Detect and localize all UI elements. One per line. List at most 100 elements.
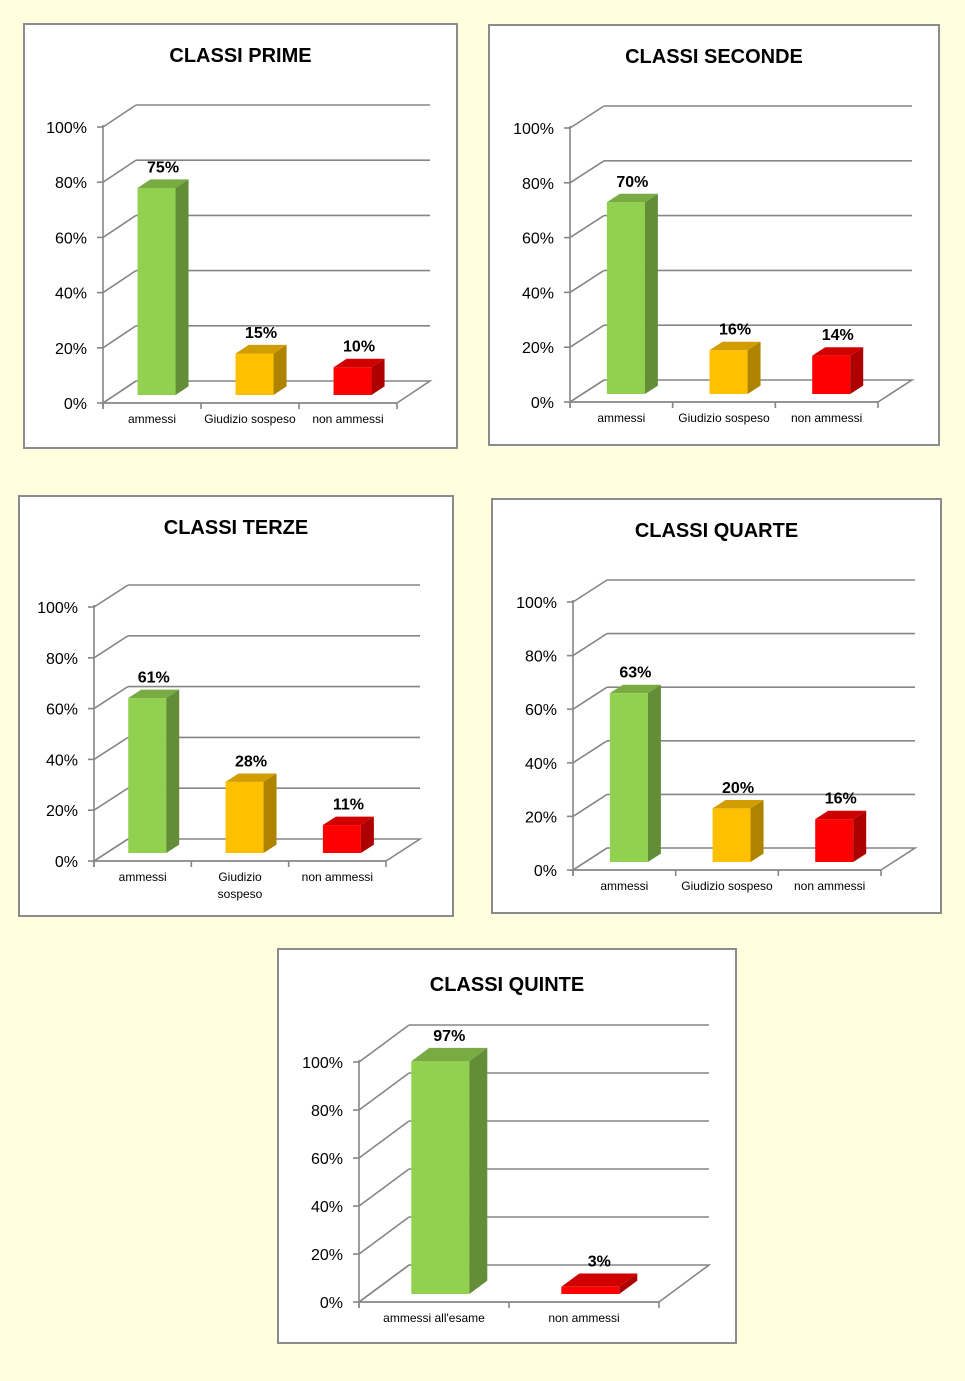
bar-front (709, 350, 748, 394)
bar-front (411, 1061, 470, 1294)
y-tick-label: 40% (55, 286, 87, 303)
data-label: 15% (245, 325, 277, 342)
gridline-side (102, 325, 137, 349)
gridline-side (93, 736, 129, 761)
bar-front (561, 1286, 620, 1294)
chart-panel-quinte: CLASSI QUINTE 0% 20% 40% 60% 80% 100% 97% ammes… (277, 948, 737, 1344)
y-tick-label: 0% (531, 395, 554, 412)
bar-1 (128, 689, 180, 853)
gridline-side (93, 685, 129, 710)
bar-top (712, 799, 764, 809)
y-tick-label: 100% (516, 595, 557, 612)
data-label: 16% (719, 322, 751, 339)
bar-top (333, 358, 385, 368)
y-tick-label: 100% (37, 600, 78, 617)
y-tick-label: 60% (522, 231, 554, 248)
bar-side (850, 347, 864, 394)
x-category-label: ammessi (128, 412, 176, 426)
bar-3 (812, 347, 864, 394)
chart-quinte: 0% 20% 40% 60% 80% 100% 97% ammessi all'esame 3%… (302, 1024, 712, 1325)
y-tick-label: 0% (534, 863, 557, 880)
chart-panel-quarte: CLASSI QUARTE 0% 20% 40% 60% 80% 100% 63% ammes… (491, 498, 942, 914)
y-tick-label: 20% (55, 341, 87, 358)
bar-front (322, 825, 361, 853)
x-category-label: ammessi (600, 879, 648, 893)
bar-side (273, 344, 287, 395)
data-label: 14% (822, 327, 854, 344)
x-category-label: non ammessi (548, 1311, 619, 1325)
gridline-side (572, 686, 608, 710)
data-label: 97% (433, 1028, 465, 1045)
chart-seconde: 0% 20% 40% 60% 80% 100% 70% ammessi 16% Giudizio … (513, 105, 915, 425)
gridline-side (358, 1216, 410, 1255)
chart-panel-terze: CLASSI TERZE 0% 20% 40% 60% 80% 100% 61% ammess… (18, 495, 454, 917)
y-tick-label: 20% (311, 1247, 343, 1264)
data-label: 28% (235, 753, 267, 770)
bar-side (166, 689, 180, 853)
data-label: 61% (138, 670, 170, 687)
y-tick-label: 80% (525, 649, 557, 666)
y-tick-label: 40% (46, 752, 78, 769)
x-category-label: Giudizio sospeso (678, 411, 770, 425)
bar-side (644, 193, 658, 394)
gridline-side (572, 632, 608, 657)
x-category-label: ammessi all'esame (383, 1311, 485, 1325)
bar-top (235, 344, 287, 354)
chart-title: CLASSI PRIME (169, 45, 312, 67)
bar-side (175, 179, 189, 395)
bar-2 (225, 773, 277, 853)
y-tick-label: 60% (311, 1151, 343, 1168)
y-tick-label: 20% (46, 803, 78, 820)
bar-front (606, 202, 645, 394)
bar-side (750, 799, 764, 862)
gridline-side (102, 269, 137, 294)
y-tick-label: 60% (46, 702, 78, 719)
x-category-label: non ammessi (794, 879, 865, 893)
y-tick-label: 80% (522, 176, 554, 193)
x-category-label: ammessi (597, 411, 645, 425)
y-tick-label: 100% (46, 120, 87, 137)
bar-side (371, 358, 385, 395)
gridline-side (93, 787, 129, 811)
bar-3 (333, 358, 385, 395)
bar-top (225, 773, 277, 782)
data-label: 16% (825, 791, 857, 808)
y-tick-label: 80% (46, 651, 78, 668)
y-tick-label: 0% (320, 1295, 343, 1312)
y-tick-label: 60% (55, 230, 87, 247)
chart-terze: 0% 20% 40% 60% 80% 100% 61% ammessi 28% Giudizio s… (37, 584, 423, 901)
gridline-side (102, 214, 137, 239)
y-tick-label: 20% (525, 809, 557, 826)
x-category-label: non ammessi (791, 411, 862, 425)
bar-top (137, 179, 189, 188)
bar-1 (137, 179, 189, 395)
bar-1 (606, 193, 658, 394)
bar-2 (561, 1273, 638, 1294)
bar-top (322, 816, 374, 826)
bar-top (128, 689, 180, 699)
bar-2 (709, 341, 761, 394)
x-category-label: Giudizio sospeso (681, 879, 773, 893)
bar-front (137, 188, 176, 395)
gridline-side (569, 214, 605, 239)
y-tick-label: 0% (64, 396, 87, 413)
bar-top (411, 1047, 488, 1062)
chart-quarte: 0% 20% 40% 60% 80% 100% 63% ammessi 20% Giudizio … (516, 579, 918, 893)
bar-front (812, 355, 851, 394)
bar-side (619, 1273, 638, 1294)
bar-top (815, 810, 867, 820)
y-tick-label: 100% (513, 121, 554, 138)
bar-top (709, 341, 761, 351)
gridline-side (358, 1072, 410, 1111)
y-tick-label: 40% (311, 1199, 343, 1216)
bar-side (360, 816, 374, 853)
bar-3 (815, 810, 867, 862)
data-label: 75% (147, 159, 179, 176)
chart-title: CLASSI TERZE (163, 517, 309, 539)
y-tick-label: 40% (525, 756, 557, 773)
gridline-side (358, 1120, 410, 1159)
data-label: 70% (616, 174, 648, 191)
bar-2 (712, 799, 764, 862)
gridline-side (569, 105, 605, 129)
gridline-side (572, 579, 608, 603)
